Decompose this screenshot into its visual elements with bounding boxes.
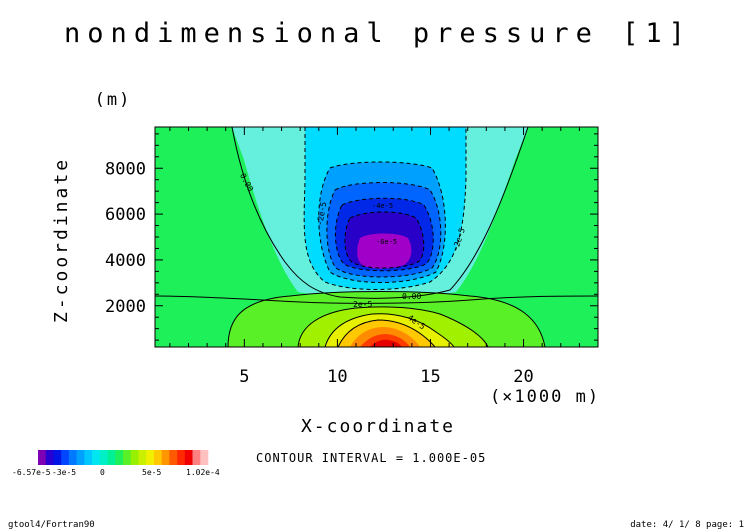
y-tick-label: 2000 <box>105 297 146 317</box>
colorbar-swatch <box>84 450 93 465</box>
contour-interval-text: CONTOUR INTERVAL = 1.000E-05 <box>256 451 486 465</box>
colorbar-swatch <box>153 450 162 465</box>
contour-neg-dashed-5 <box>344 211 425 269</box>
colorbar-swatch <box>61 450 70 465</box>
contour-pos-3 <box>324 313 455 348</box>
colorbar-swatch <box>192 450 201 465</box>
colorbar-swatch <box>53 450 62 465</box>
contour-label: -4e-5 <box>372 202 393 210</box>
colorbar-swatch <box>123 450 132 465</box>
colorbar-zero-label: 0 <box>100 468 105 477</box>
colorbar-swatch <box>45 450 54 465</box>
footer-left: gtool4/Fortran90 <box>8 520 95 530</box>
colorbar-swatch <box>161 450 170 465</box>
colorbar-swatch <box>177 450 186 465</box>
colorbar <box>38 450 209 465</box>
x-tick-label: 5 <box>239 367 249 387</box>
x-tick-label: 15 <box>420 367 440 387</box>
contour-lines <box>154 126 599 348</box>
colorbar-swatch <box>99 450 108 465</box>
contour-pos-4 <box>337 319 436 348</box>
contour-label: -2e-5 <box>315 201 328 226</box>
contour-neg-dashed-1 <box>303 127 467 290</box>
plot-area: 0.00 0.00 -2e-5 -4e-5 -6e-5 -2e-5 2e-5 4… <box>154 126 599 348</box>
contour-zero-lower <box>154 295 599 304</box>
x-tick-label: 10 <box>327 367 347 387</box>
colorbar-swatch <box>107 450 116 465</box>
contour-pos-1 <box>227 291 546 348</box>
colorbar-swatch <box>130 450 139 465</box>
colorbar-swatch <box>76 450 85 465</box>
contour-pos-2 <box>297 306 489 348</box>
contour-label: 2e-5 <box>353 300 372 309</box>
y-axis: 2000 4000 6000 8000 <box>105 133 598 341</box>
colorbar-swatch <box>184 450 193 465</box>
contour-neg-dashed-4 <box>334 197 434 272</box>
contour-label: 0.00 <box>402 292 421 301</box>
colorbar-swatch <box>138 450 147 465</box>
x-axis-label: X-coordinate <box>301 416 455 437</box>
colorbar-pos-mid-label: 5e-5 <box>142 468 161 477</box>
y-tick-label: 4000 <box>105 251 146 271</box>
y-tick-label: 6000 <box>105 205 146 225</box>
colorbar-swatch <box>92 450 101 465</box>
y-axis-label: Z-coordinate <box>51 157 72 323</box>
colorbar-swatch <box>200 450 209 465</box>
y-axis-unit: (m) <box>95 90 132 110</box>
colorbar-swatch <box>68 450 77 465</box>
colorbar-swatch <box>115 450 124 465</box>
colorbar-swatch <box>38 450 47 465</box>
colorbar-min-label: -6.57e-5 <box>12 468 51 477</box>
contour-neg-dashed-3 <box>326 182 442 278</box>
chart-title: nondimensional pressure [1] <box>64 18 692 49</box>
contour-label: -6e-5 <box>376 238 397 246</box>
band-neg-7 <box>357 233 412 269</box>
colorbar-neg-mid-label: -3e-5 <box>52 468 76 477</box>
x-axis: 5 10 15 20 <box>169 127 580 387</box>
x-tick-label: 20 <box>513 367 533 387</box>
contour-zero-upper <box>231 126 529 299</box>
y-tick-label: 8000 <box>105 159 146 179</box>
colorbar-swatch <box>169 450 178 465</box>
footer-right: date: 4/ 1/ 8 page: 1 <box>630 520 744 530</box>
colorbar-swatch <box>146 450 155 465</box>
band-pos-7 <box>370 339 402 347</box>
contour-neg-dashed-2 <box>318 161 446 283</box>
colorbar-max-label: 1.02e-4 <box>186 468 220 477</box>
x-axis-unit: (×1000 m) <box>490 387 600 407</box>
